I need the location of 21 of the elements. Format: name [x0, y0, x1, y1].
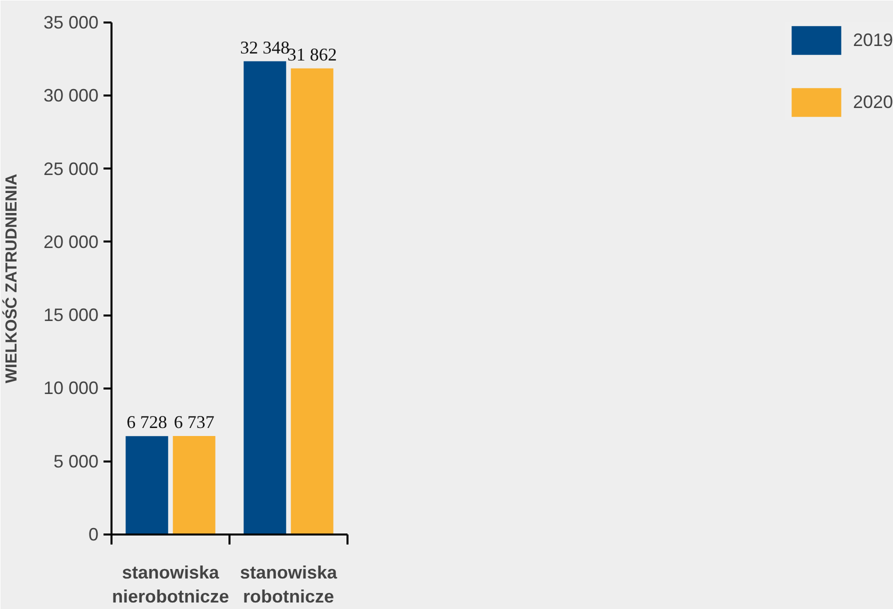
y-tick-label: 0: [88, 524, 99, 544]
x-tick-label: stanowiska robotnicze: [240, 562, 338, 606]
data-label: 31 862: [287, 44, 337, 64]
data-label: 32 348: [240, 37, 290, 58]
data-label: 6 728: [126, 412, 168, 432]
bar: [244, 61, 286, 534]
y-tick-label: 5 000: [53, 451, 99, 472]
x-tick-label: stanowiska nierobotnicze: [112, 562, 230, 606]
y-tick-label: 20 000: [43, 232, 99, 252]
y-tick-label: 30 000: [43, 86, 99, 106]
legend-label: 2019: [852, 30, 893, 50]
legend-label: 2020: [852, 92, 893, 112]
y-axis-title: WIELKOŚĆ ZATRUDNIENIA: [1, 173, 20, 384]
y-tick-label: 15 000: [43, 305, 99, 326]
y-tick-label: 10 000: [43, 378, 99, 398]
y-tick-label: 25 000: [43, 158, 99, 179]
bar: [290, 68, 334, 534]
y-tick-label: 35 000: [43, 12, 99, 32]
bar: [126, 436, 168, 534]
bar: [172, 436, 216, 534]
data-label: 6 737: [174, 412, 214, 432]
